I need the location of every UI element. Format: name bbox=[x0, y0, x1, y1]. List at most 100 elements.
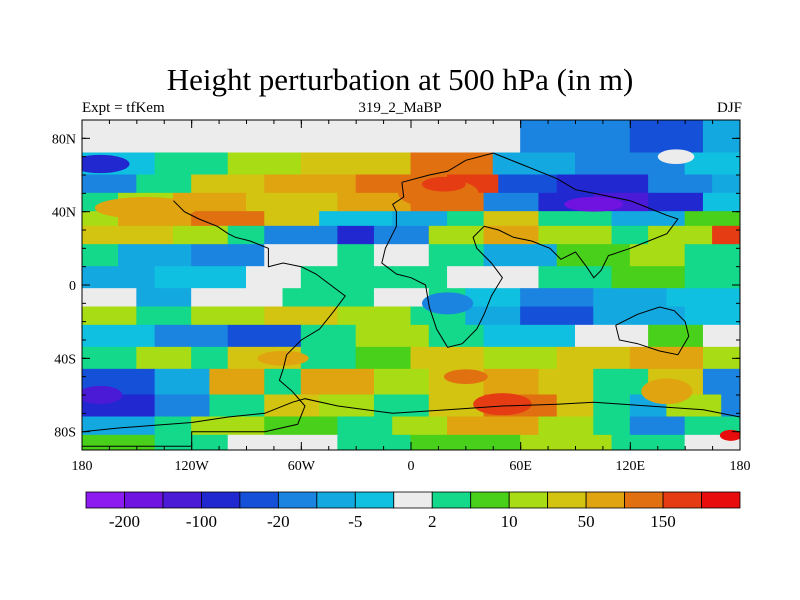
colorbar-label: -20 bbox=[267, 512, 290, 531]
case-label: 319_2_MaBP bbox=[358, 100, 442, 116]
field-cell bbox=[447, 211, 485, 227]
colorbar-swatch bbox=[701, 491, 741, 509]
colorbar-swatch bbox=[162, 491, 202, 509]
field-cell bbox=[373, 394, 430, 418]
latitude-axis: 80N 40N 0 40S 80S bbox=[52, 132, 740, 441]
field-cell bbox=[538, 416, 595, 436]
field-cell bbox=[721, 394, 740, 418]
field-cell bbox=[556, 244, 631, 268]
field-cell bbox=[209, 368, 266, 396]
colorbar-swatch bbox=[662, 491, 702, 509]
field-cell bbox=[538, 211, 613, 227]
field-cell bbox=[300, 368, 375, 396]
field-anomaly bbox=[443, 369, 488, 384]
field-cell bbox=[593, 394, 631, 418]
field-cell bbox=[684, 306, 740, 326]
field-cell bbox=[392, 416, 449, 436]
colorbar-swatch bbox=[393, 491, 433, 509]
field-anomaly bbox=[719, 429, 740, 441]
field-cell bbox=[498, 174, 558, 194]
field-anomaly bbox=[473, 393, 532, 416]
field-cell bbox=[520, 306, 595, 326]
field-cell bbox=[191, 211, 266, 227]
colorbar-label: -200 bbox=[109, 512, 140, 531]
field-cell bbox=[82, 266, 156, 290]
field-anomaly bbox=[82, 385, 123, 405]
field-cell bbox=[538, 368, 595, 396]
field-cell bbox=[82, 306, 138, 326]
field-cell bbox=[337, 434, 412, 450]
colorbar-swatch bbox=[124, 491, 164, 509]
field-cell bbox=[575, 152, 686, 176]
coastline bbox=[82, 200, 346, 447]
field-cell bbox=[82, 416, 156, 436]
field-cell bbox=[191, 288, 284, 308]
field-cell bbox=[191, 244, 266, 268]
field-cell bbox=[410, 346, 485, 370]
field-cell bbox=[209, 394, 266, 418]
field-cell bbox=[227, 225, 266, 246]
coastline bbox=[82, 398, 740, 433]
field-cell bbox=[191, 416, 266, 436]
field-cell bbox=[648, 324, 704, 348]
field-cell bbox=[264, 244, 339, 268]
field-cell bbox=[246, 266, 302, 290]
colorbar-swatch bbox=[277, 491, 318, 509]
season-label: DJF bbox=[716, 100, 742, 116]
coastlines bbox=[82, 152, 740, 447]
field-cell bbox=[337, 192, 412, 213]
field-cell bbox=[154, 152, 229, 176]
field-cell bbox=[337, 225, 375, 246]
field-cell bbox=[684, 152, 740, 176]
field-cell bbox=[337, 244, 375, 268]
field-cell bbox=[492, 152, 576, 176]
field-cell bbox=[483, 346, 558, 370]
field-cell bbox=[712, 174, 740, 194]
field-cell bbox=[520, 288, 595, 308]
field-anomaly bbox=[564, 197, 624, 212]
x-tick-label: 180 bbox=[72, 459, 93, 474]
field-cell bbox=[556, 394, 595, 418]
colorbar-swatch bbox=[354, 491, 395, 509]
y-tick-label: 0 bbox=[69, 279, 76, 294]
field-cell bbox=[465, 306, 522, 326]
field-cell bbox=[373, 244, 430, 268]
field-cell bbox=[483, 368, 540, 396]
field-cell bbox=[483, 244, 558, 268]
field-cell bbox=[629, 244, 686, 268]
field-cell bbox=[428, 394, 485, 418]
colorbar-label: 150 bbox=[650, 512, 676, 531]
field-cell bbox=[428, 324, 485, 348]
field-cell bbox=[154, 368, 211, 396]
field-cell bbox=[264, 211, 321, 227]
field-cell bbox=[520, 434, 613, 450]
colorbar: -200 -100 -20 -5 2 10 50 150 bbox=[85, 491, 741, 531]
colorbar-swatch bbox=[239, 491, 279, 509]
coastline bbox=[381, 152, 679, 348]
field-cell bbox=[428, 225, 485, 246]
field-cell bbox=[538, 266, 613, 290]
field-cell bbox=[629, 416, 686, 436]
field-cell bbox=[82, 174, 138, 194]
field-cell bbox=[611, 434, 686, 450]
field-cell bbox=[684, 266, 740, 290]
colorbar-label: 2 bbox=[428, 512, 437, 531]
field-cell bbox=[593, 416, 631, 436]
field-anomaly bbox=[657, 149, 695, 165]
field-anomaly bbox=[82, 154, 130, 174]
field-cell bbox=[538, 225, 613, 246]
field-cell bbox=[373, 368, 430, 396]
field-cell bbox=[447, 416, 540, 436]
field-anomaly bbox=[421, 176, 466, 192]
field-cell bbox=[136, 346, 193, 370]
field-cell bbox=[154, 266, 247, 290]
field-cell bbox=[191, 346, 229, 370]
y-tick-label: 40S bbox=[54, 352, 76, 367]
field-cell bbox=[82, 225, 174, 246]
field-cell bbox=[684, 211, 740, 227]
field-cell bbox=[629, 346, 704, 370]
field-cell bbox=[355, 346, 412, 370]
field-cell bbox=[264, 394, 321, 418]
x-tick-label: 120E bbox=[616, 459, 646, 474]
colorbar-swatch bbox=[508, 491, 549, 509]
